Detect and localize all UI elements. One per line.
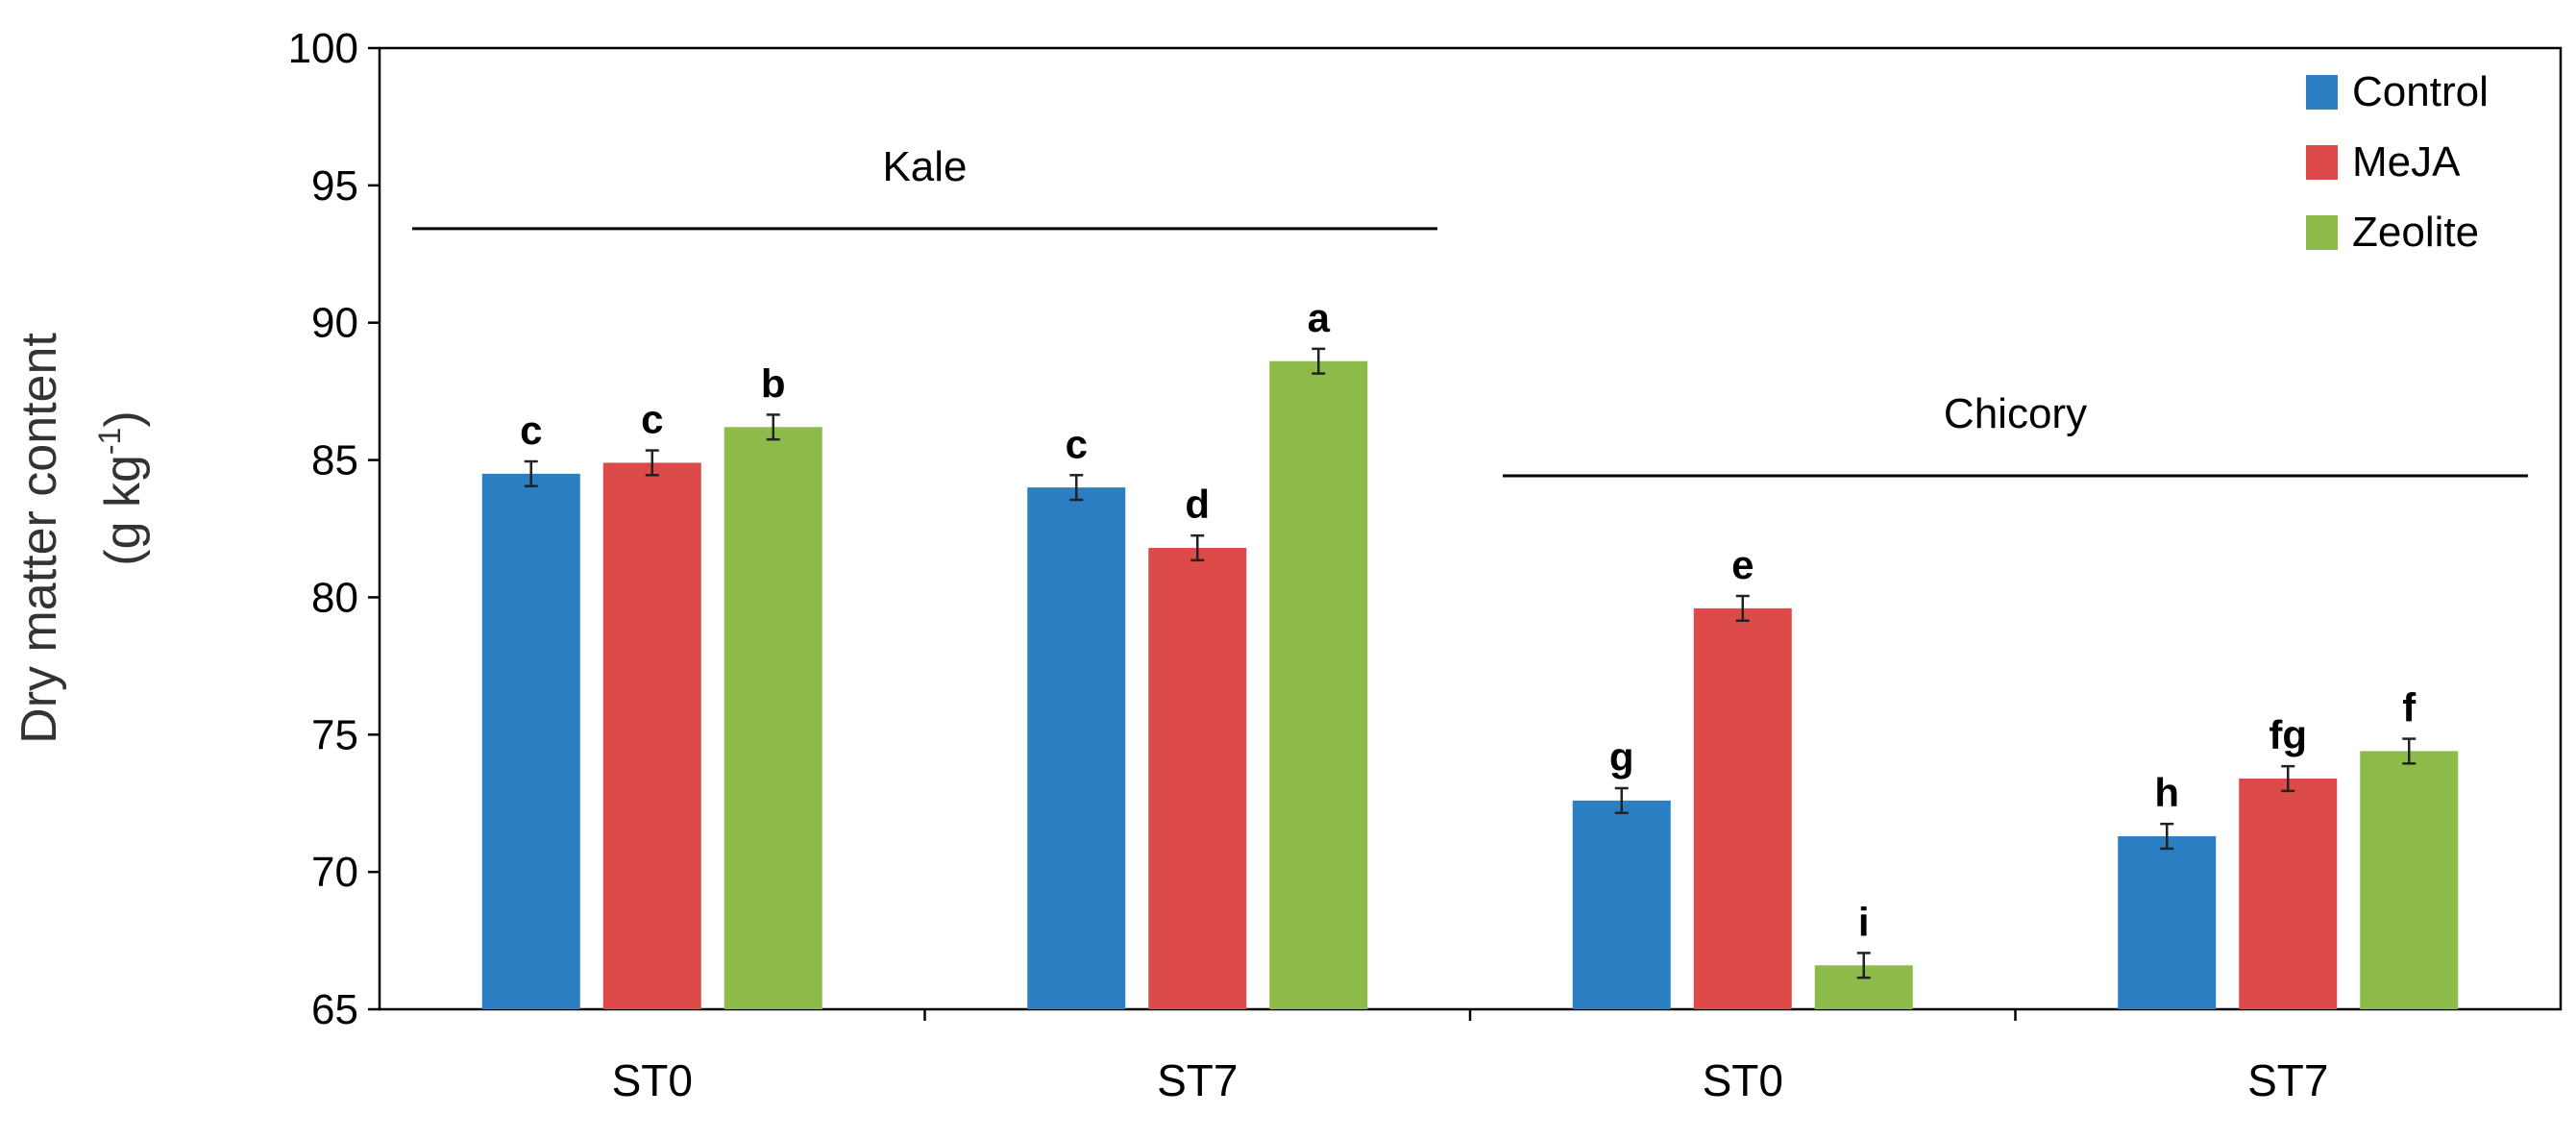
x-category-label: ST7 — [2247, 1055, 2328, 1105]
bar-control-3 — [2118, 836, 2217, 1009]
significance-letter: c — [520, 408, 542, 453]
x-category-label: ST0 — [1703, 1055, 1783, 1105]
bar-meja-1 — [1148, 548, 1247, 1009]
significance-letter: i — [1858, 899, 1870, 944]
bar-meja-0 — [602, 462, 701, 1009]
error-bars-layer — [524, 347, 2417, 979]
legend-label-zeolite: Zeolite — [2352, 209, 2479, 256]
significance-letter: e — [1731, 542, 1754, 587]
bar-control-2 — [1572, 800, 1671, 1009]
axes-layer: 65 70 75 80 85 90 95 100 ST0 ST7 ST0 ST7 — [288, 25, 2563, 1105]
y-axis-unit-base: (g kg — [95, 455, 151, 566]
significance-letter: a — [1308, 295, 1331, 340]
significance-letters-layer: c c g h c d e fg b a i f — [520, 295, 2417, 945]
bar-meja-3 — [2239, 779, 2338, 1009]
legend-swatch-zeolite — [2306, 215, 2338, 250]
group-label-chicory: Chicory — [1944, 390, 2087, 437]
y-tick-label: 90 — [311, 300, 358, 347]
bar-zeolite-3 — [2360, 751, 2459, 1009]
y-axis-unit-close: ) — [95, 410, 151, 427]
bar-zeolite-0 — [724, 427, 822, 1009]
group-label-kale: Kale — [882, 143, 967, 190]
y-tick-label: 65 — [311, 986, 358, 1033]
group-annotations-layer: Kale Chicory — [412, 143, 2528, 478]
significance-letter: fg — [2269, 712, 2307, 757]
legend-swatch-control — [2306, 75, 2338, 110]
significance-letter: c — [641, 397, 663, 442]
y-tick-label: 85 — [311, 437, 358, 484]
plot-frame — [378, 46, 2563, 1011]
bar-meja-2 — [1693, 607, 1792, 1009]
significance-letter: d — [1185, 482, 1210, 527]
y-axis-unit-superscript: -1 — [92, 428, 127, 455]
significance-letter: g — [1609, 734, 1634, 780]
y-tick-label: 95 — [311, 162, 358, 210]
bar-control-0 — [481, 473, 580, 1009]
legend-label-control: Control — [2352, 68, 2489, 115]
x-category-label: ST7 — [1157, 1055, 1238, 1105]
bar-zeolite-1 — [1269, 360, 1368, 1009]
significance-letter: b — [761, 360, 786, 406]
legend-label-meja: MeJA — [2352, 138, 2461, 186]
significance-letter: f — [2402, 685, 2417, 731]
y-axis-title: Dry matter content — [12, 333, 67, 744]
y-tick-label: 100 — [288, 25, 358, 72]
x-category-label: ST0 — [612, 1055, 693, 1105]
significance-letter: c — [1066, 421, 1088, 466]
y-tick-label: 80 — [311, 574, 358, 621]
legend-swatch-meja — [2306, 145, 2338, 180]
legend: Control MeJA Zeolite — [2306, 68, 2489, 256]
bar-control-1 — [1027, 487, 1126, 1010]
significance-letter: h — [2154, 770, 2179, 815]
y-axis-unit: (g kg-1) — [92, 410, 151, 565]
y-tick-label: 75 — [311, 711, 358, 758]
y-tick-label: 70 — [311, 849, 358, 896]
bars-layer — [481, 360, 2459, 1010]
